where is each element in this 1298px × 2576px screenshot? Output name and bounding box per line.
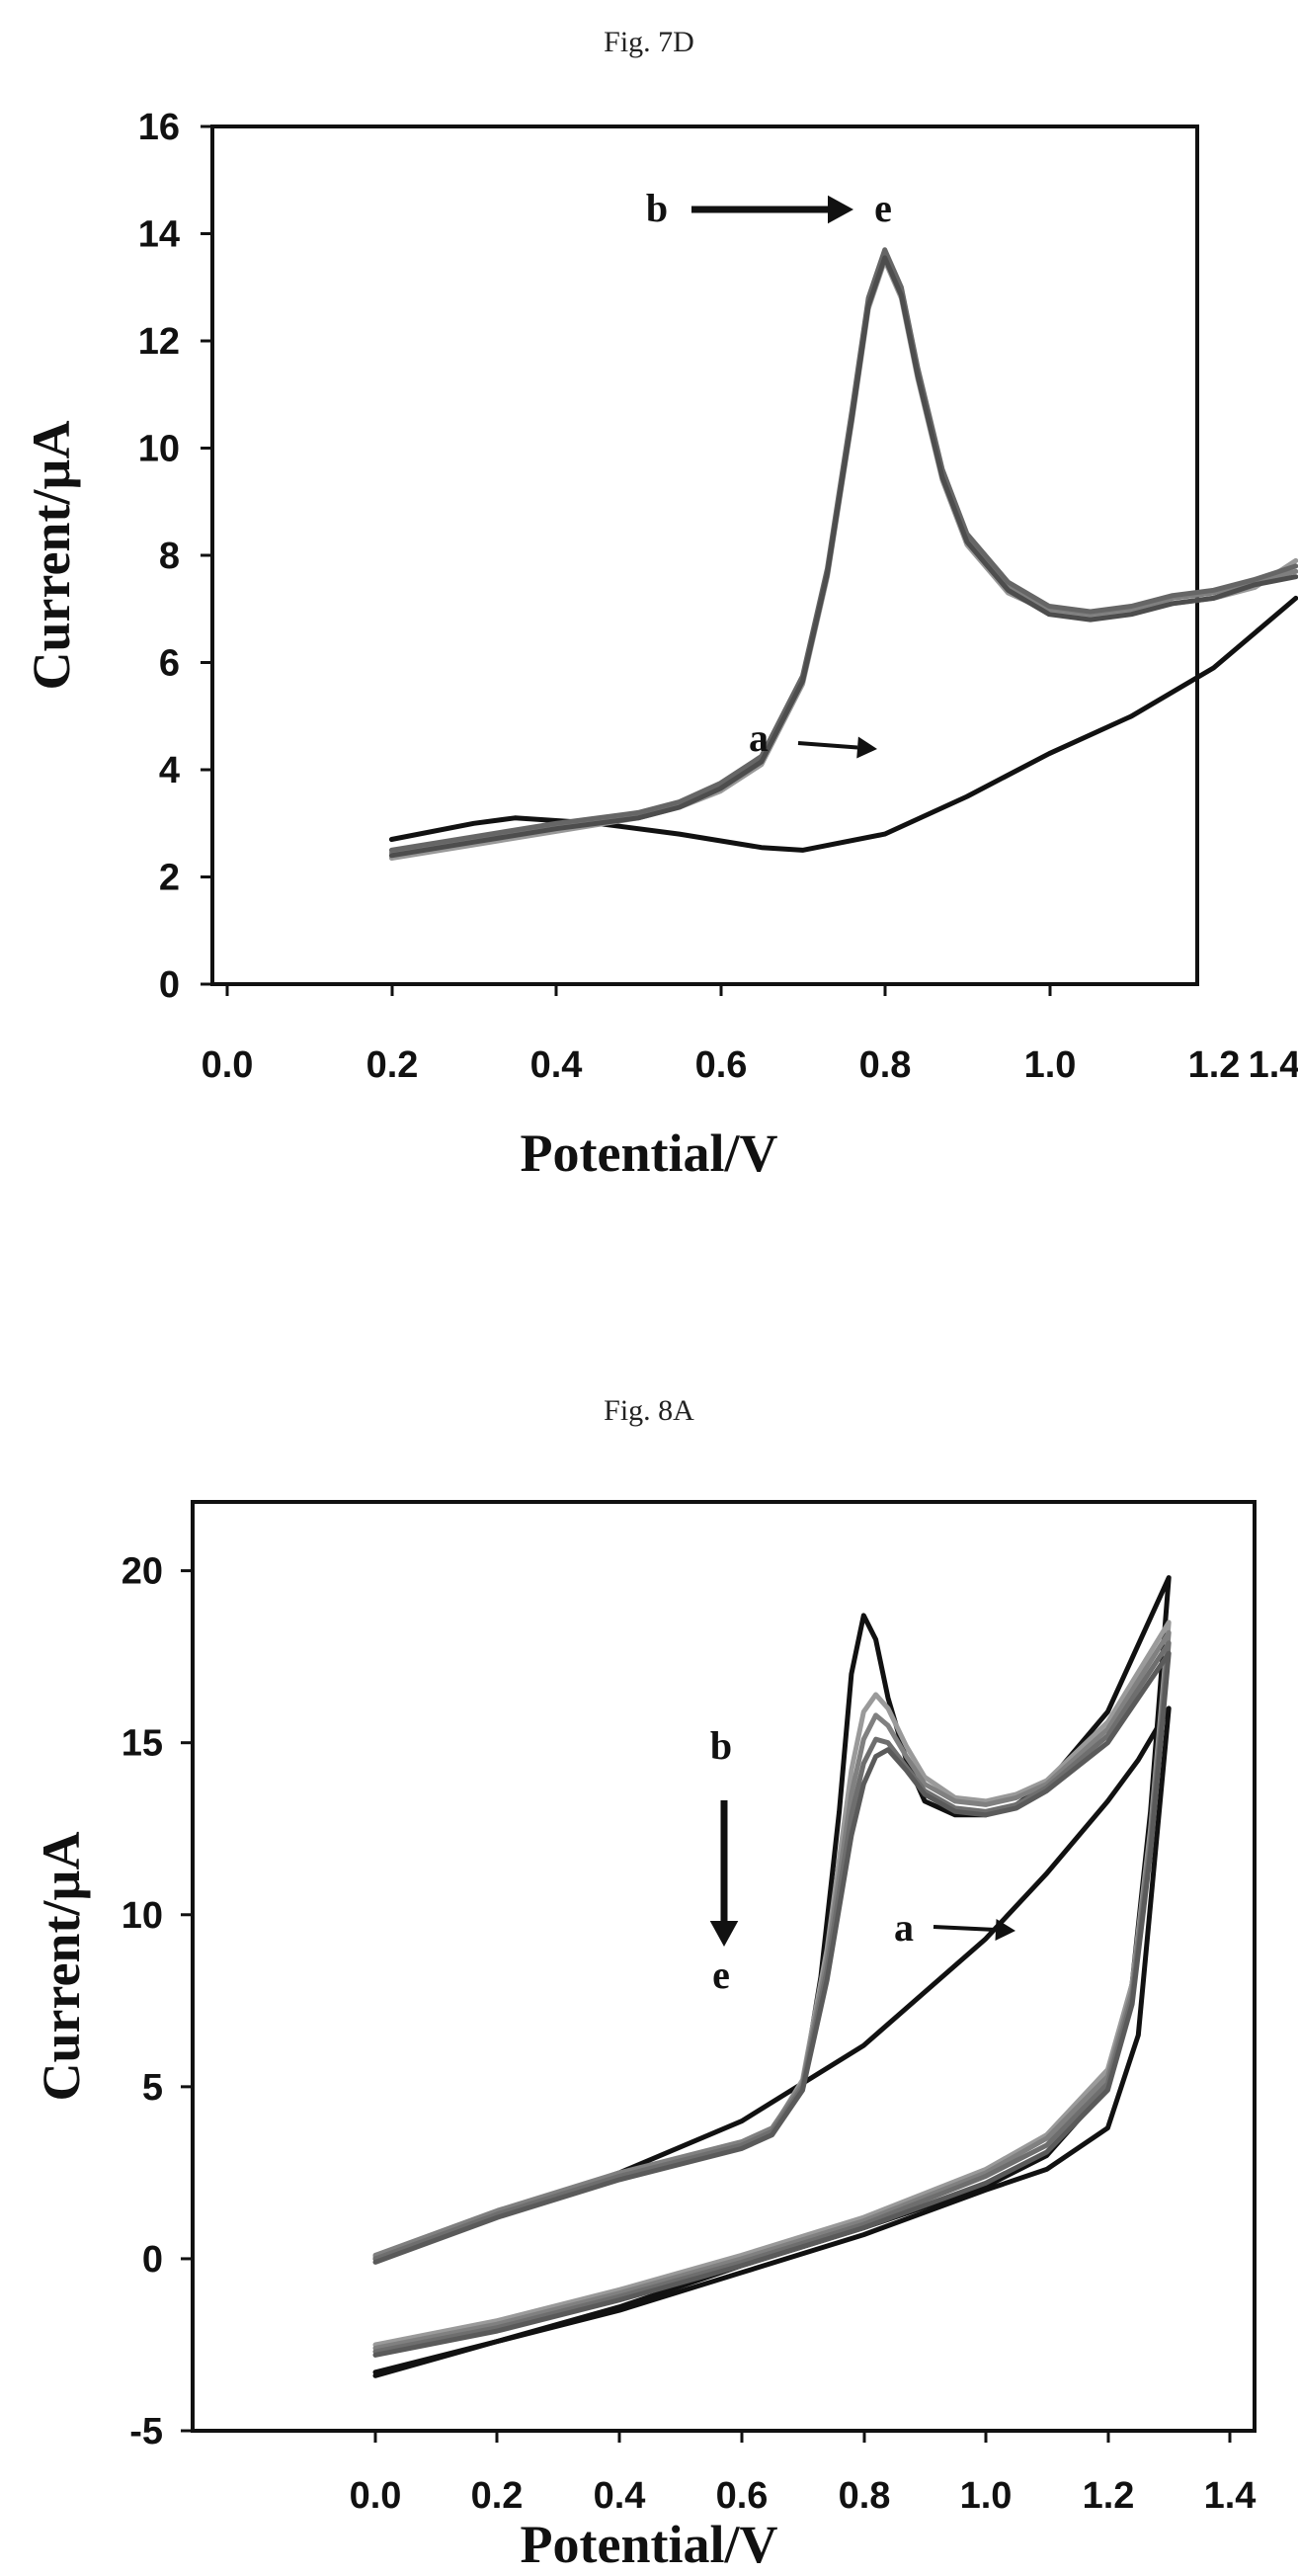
annotation-arrow-head [709, 1921, 739, 1947]
y-tick-label: 0 [159, 964, 180, 1006]
annotation-e: e [712, 1953, 730, 1997]
x-tick-label: 1.0 [1024, 1044, 1077, 1086]
chart-2: Fig. 8A -5 0 5 10 15 20 0.0 0.2 0.4 0.6 0.8 1.0 1.2 1.… [32, 1394, 1257, 2574]
x-tick-label: 0.0 [202, 1044, 254, 1086]
series-line-3 [388, 252, 1298, 856]
series-line-4 [372, 1629, 1172, 2351]
x-tick-label: 0.4 [594, 2475, 646, 2517]
x-tick-label: 0.6 [695, 1044, 748, 1086]
annotation-arrow-shaft [797, 741, 858, 750]
annotation-b: b [710, 1723, 732, 1768]
figure-caption: Fig. 7D [604, 26, 694, 58]
x-tick-label: 0.2 [471, 2475, 524, 2517]
y-tick-label: 10 [138, 429, 180, 470]
annotation-b: b [646, 186, 668, 230]
annotation-a: a [894, 1905, 914, 1950]
y-tick-label: 8 [159, 536, 180, 577]
plot-frame [191, 1500, 1257, 2433]
y-tick-label: 5 [142, 2067, 163, 2109]
y-tick-label: 10 [122, 1895, 163, 1937]
y-axis-label: Current/µA [32, 1831, 91, 2101]
plot-frame [210, 125, 1199, 986]
series-line-1 [372, 1705, 1172, 2375]
series-line-3 [372, 1620, 1172, 2348]
annotation-arrow-head [995, 1919, 1015, 1942]
x-tick-label: 1.0 [960, 2475, 1013, 2517]
x-axis-label: Potential/V [521, 1123, 778, 1183]
y-tick-label: 12 [138, 321, 180, 363]
y-tick-label: 2 [159, 858, 180, 899]
x-tick-label: 1.4 [1249, 1044, 1298, 1086]
y-tick-label: 15 [122, 1723, 163, 1765]
annotation-arrow-head [828, 195, 853, 224]
x-tick-label: 1.2 [1188, 1044, 1241, 1086]
x-tick-label: 0.8 [839, 2475, 891, 2517]
series-line-4 [388, 247, 1298, 853]
x-tick-label: 1.2 [1083, 2475, 1135, 2517]
x-tick-label: 0.2 [366, 1044, 419, 1086]
y-tick-label: 4 [159, 750, 180, 791]
x-tick-label: 0.0 [350, 2475, 402, 2517]
x-tick-label: 0.8 [859, 1044, 912, 1086]
series-line-5 [388, 255, 1298, 859]
y-tick-label: 6 [159, 643, 180, 685]
annotation-arrow-shaft [933, 1925, 997, 1933]
annotation-e: e [874, 186, 892, 230]
annotation-arrow-head [856, 736, 877, 759]
series-line-2 [388, 258, 1298, 861]
series-line-1 [388, 595, 1298, 853]
y-tick-label: 14 [138, 214, 180, 256]
y-tick-label: 20 [122, 1551, 163, 1593]
y-tick-label: 0 [142, 2239, 163, 2281]
series-line-6 [372, 1650, 1172, 2358]
x-tick-label: 0.4 [530, 1044, 583, 1086]
chart-1: Fig. 7D 0 2 4 6 8 10 12 14 16 0.0 0.2 0.4 0.6 0.8 1.0 1.… [22, 26, 1298, 1183]
annotation-a: a [749, 715, 769, 760]
y-tick-label: 16 [138, 107, 180, 148]
y-axis-label: Current/µA [22, 420, 81, 690]
figure-caption: Fig. 8A [604, 1394, 694, 1427]
x-tick-label: 0.6 [716, 2475, 769, 2517]
x-axis-label: Potential/V [521, 2515, 778, 2574]
y-tick-label: -5 [129, 2411, 163, 2452]
x-tick-label: 1.4 [1204, 2475, 1257, 2517]
